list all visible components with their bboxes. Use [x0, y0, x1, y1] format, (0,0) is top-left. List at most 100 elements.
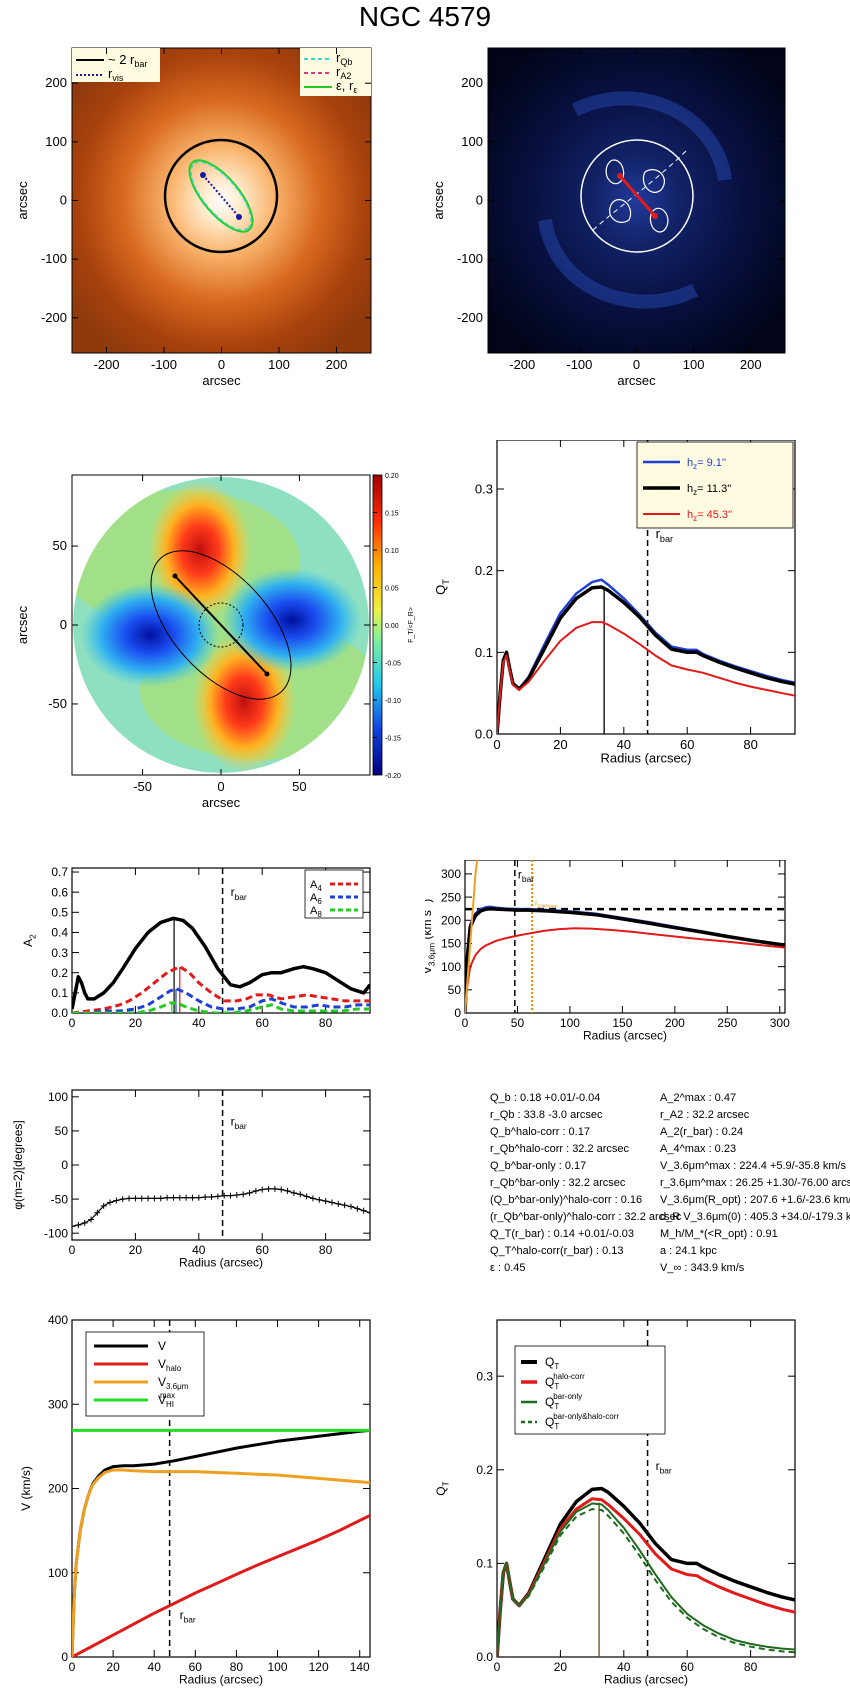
x-tick-label: 50 — [511, 1016, 525, 1030]
statistics-right-column: A_2^max : 0.47 r_A2 : 32.2 arcsec A_2(r_ba… — [660, 1090, 850, 1277]
x-tick-label: 200 — [326, 357, 348, 372]
y-tick-label: 0.0 — [475, 727, 493, 742]
y-tick-label: 0.3 — [476, 1369, 493, 1383]
plot-area — [465, 860, 785, 1013]
x-tick-label: 300 — [770, 1016, 790, 1030]
y-tick-label: 0.7 — [51, 865, 68, 879]
galaxy-legend-right: rQb rA2 ε, rε — [300, 48, 371, 96]
ellipse-fit — [188, 159, 254, 233]
x-tick-label: -100 — [566, 357, 592, 372]
y-tick-label: 0.0 — [51, 1006, 68, 1020]
rbar-label: rbar — [180, 1608, 196, 1625]
statistic-line: r_Qb^bar-only : 32.2 arcsec — [490, 1177, 626, 1189]
colorbar-tick-label: 0.15 — [385, 511, 399, 518]
y-tick-label: 0.5 — [51, 906, 68, 920]
y-tick-label: 200 — [461, 75, 483, 90]
x-tick-label: 80 — [319, 1243, 333, 1257]
statistic-line: V_3.6μm^max : 224.4 +5.9/-35.8 km/s — [660, 1160, 847, 1172]
colorbar-tick-label: 0.10 — [385, 548, 399, 555]
x-axis-label: Radius (arcsec) — [179, 1672, 263, 1686]
r-quarter-rmax-label: r1/4Rmax — [535, 900, 557, 909]
bar-axis-line — [174, 575, 268, 675]
qt-corr-legend: QTQThalo-corrQTbar-onlyQTbar-only&halo-c… — [514, 1345, 666, 1435]
statistic-line: d_R V_3.6μm(0) : 405.3 +34.0/-179.3 km/s… — [660, 1211, 850, 1223]
legend-label-2rbar: ~ 2 rbar — [108, 52, 147, 69]
legend-entry: QTbar-only — [545, 1392, 582, 1411]
colorbar-label: F_T/<F_R> — [408, 607, 415, 643]
legend-entry: hz= 11.3'' — [687, 483, 731, 497]
qt-legend: hz= 9.1'' hz= 11.3'' hz= 45.3'' — [636, 441, 794, 529]
y-tick-label: -200 — [41, 310, 67, 325]
statistic-line: r_Qb : 33.8 -3.0 arcsec — [490, 1109, 603, 1121]
statistic-line: M_h/M_*(<R_opt) : 0.91 — [660, 1228, 778, 1240]
y-tick-label: 200 — [441, 913, 461, 927]
y-tick-label: -50 — [51, 1192, 69, 1206]
rbar-label: rbar — [656, 526, 674, 544]
statistic-line: Q_b : 0.18 +0.01/-0.04 — [490, 1092, 601, 1104]
x-tick-label: 250 — [717, 1016, 737, 1030]
bar-end-point — [236, 214, 242, 220]
series-line — [72, 1468, 370, 1657]
legend-label-ra2: rA2 — [336, 64, 351, 81]
x-tick-label: 40 — [617, 1660, 631, 1674]
x-tick-label: 0 — [69, 1660, 76, 1674]
galaxy-legend-left: ~ 2 rbar rvis — [72, 48, 160, 83]
series-line — [465, 906, 785, 1013]
galaxy-image-panel: ~ 2 rbar rvis rQb rA2 ε, rε -200 -100 0 100… — [15, 47, 372, 388]
x-tick-label: 20 — [106, 1660, 120, 1674]
x-tick-label: 0 — [217, 779, 224, 794]
legend-entry: A8 — [310, 905, 322, 919]
y-tick-label: 100 — [48, 1090, 68, 1104]
x-tick-label: 150 — [612, 1016, 632, 1030]
y-axis-label: arcsec — [431, 181, 446, 220]
x-tick-label: -200 — [93, 357, 119, 372]
y-axis-label: arcsec — [15, 181, 30, 220]
x-tick-label: 20 — [554, 1660, 568, 1674]
x-tick-label: -100 — [151, 357, 177, 372]
statistic-line: (r_Qb^bar-only)^halo-corr : 32.2 arcsec — [490, 1211, 682, 1223]
velocity-components-chart: 0 20 40 60 80 100 120 140 0 100 200 300 400 Radius (a… — [19, 1313, 371, 1686]
y-tick-label: 0.3 — [51, 946, 68, 960]
statistic-line: Q_b^halo-corr : 0.17 — [490, 1126, 590, 1138]
qt-vs-radius-chart: 0 20 40 60 80 0.0 0.1 0.2 0.3 Radius (arcsec) QT rb… — [433, 440, 796, 766]
series-line — [465, 927, 785, 1013]
x-tick-label: 0 — [218, 357, 225, 372]
legend-entry: V3.6μm — [158, 1375, 189, 1391]
rbar-label: rbar — [231, 1114, 247, 1131]
x-tick-label: 0 — [462, 1016, 469, 1030]
y-tick-label: 0.3 — [475, 482, 493, 497]
force-contour — [609, 199, 632, 223]
y-tick-label: 0 — [60, 617, 67, 632]
y-tick-label: 0.4 — [51, 926, 68, 940]
x-tick-label: 40 — [192, 1016, 206, 1030]
x-tick-label: 100 — [560, 1016, 580, 1030]
x-tick-label: 200 — [665, 1016, 685, 1030]
x-tick-label: 80 — [319, 1016, 333, 1030]
x-tick-label: -50 — [133, 779, 152, 794]
statistic-line: a : 24.1 kpc — [660, 1245, 717, 1257]
series-line — [497, 1502, 795, 1657]
y-tick-label: 0 — [476, 193, 483, 208]
x-tick-label: 60 — [681, 1660, 695, 1674]
statistic-line: Q_b^bar-only : 0.17 — [490, 1160, 587, 1172]
plot-area — [72, 1320, 370, 1657]
rvis-line — [202, 174, 240, 218]
y-tick-label: -200 — [457, 310, 483, 325]
bar-max-point — [652, 213, 658, 219]
series-line — [72, 965, 370, 1013]
x-tick-label: 80 — [744, 1660, 758, 1674]
x-axis-label: Radius (arcsec) — [604, 1672, 688, 1686]
ratio-map-disk — [73, 477, 369, 773]
legend-label-rvis: rvis — [108, 66, 124, 83]
y-tick-label: 0 — [61, 1650, 68, 1664]
x-tick-label: 100 — [268, 1660, 288, 1674]
y-tick-label: -100 — [41, 251, 67, 266]
x-tick-label: 0 — [69, 1243, 76, 1257]
y-tick-label: 0.2 — [475, 563, 493, 578]
y-tick-label: 100 — [45, 134, 67, 149]
x-axis-label: Radius (arcsec) — [600, 751, 691, 766]
y-tick-label: 400 — [48, 1313, 68, 1327]
y-tick-label: -100 — [44, 1226, 68, 1240]
